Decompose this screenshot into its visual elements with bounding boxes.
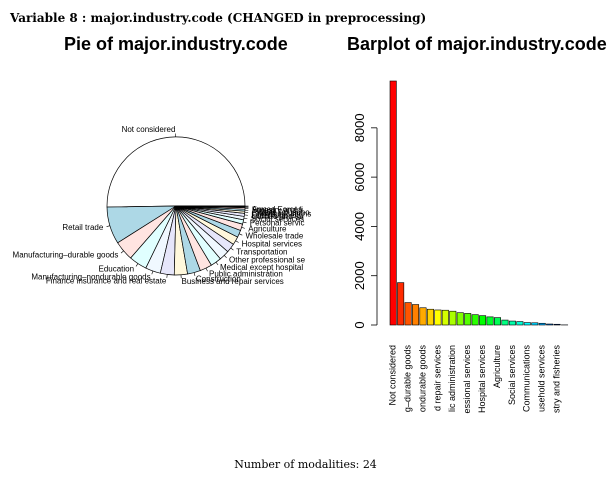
bar-chart: 0 2000 4000 6000 8000 Not considered g–durable… [352,80,569,414]
x-tick-label: essional services [462,345,472,414]
pie-leader-line [120,250,124,254]
x-tick-label: Agriculture [492,345,502,388]
pie-leader-line [241,227,245,229]
y-tick-label: 6000 [352,163,367,192]
bar-finance-insurance-and-real-estate [426,308,434,326]
pie-leader-line [230,247,234,251]
pie-label: Hospital services [242,239,302,248]
y-tick-label: 2000 [352,261,367,290]
x-tick-label: Social services [507,345,517,406]
pie-label: Wholesale trade [246,232,304,241]
pie-label: Private househo [252,208,310,217]
pie-leader-line [106,225,110,227]
pie-label: Construction [196,274,241,283]
pie-slice-not-considered [106,136,246,208]
pie-label: Public administration [209,269,283,278]
bar-private-household-services [538,322,546,326]
pie-chart-title: Pie of major.industry.code [64,34,288,54]
pie-leader-line [135,263,139,267]
x-tick-label: usehold services [537,345,547,413]
y-tick-label: 4000 [352,212,367,241]
bar-business-and-repair-services [434,309,442,326]
modality-count: 24 [362,458,377,471]
bar-entertainment [516,321,524,326]
bar-manufacturing-nondurable-goods [419,307,427,326]
pie-label: Manufacturing–nondurable goods [31,273,150,282]
bar-retail-trade [397,282,405,326]
pie-label: Agriculture [248,225,287,234]
pie-leader-line [223,255,227,259]
bar-agriculture [493,317,501,326]
page-title: Variable 8 : major.industry.code (CHANGE… [10,11,427,25]
bar-construction [441,309,449,326]
bar-medical-except-hospital [456,312,464,326]
y-tick-label: 8000 [352,113,367,142]
pie-label: Social services [251,215,304,224]
pie-chart: Not considered Retail trade Manufacturing–… [13,125,312,286]
x-tick-label: Hospital services [477,345,487,414]
pie-label: Forestry and fi [252,206,303,215]
bar-communications [531,322,539,326]
x-tick-label: d repair services [432,345,442,412]
bar-personal-services [501,319,509,326]
pie-label: Business and repair services [182,277,284,286]
bar-forestry-and-fisheries [553,323,561,326]
pie-label: Retail trade [62,223,103,232]
x-tick-label: g–durable goods [402,345,412,413]
pie-label: Education [99,264,135,273]
bar-not-considered [389,80,397,326]
y-tick-label: 0 [352,321,367,328]
bar-wholesale-trade [486,316,494,326]
pie-label: Entertainment [251,211,302,220]
pie-leader-line [215,262,219,266]
bar-public-administration [449,310,457,326]
bar-mining [546,323,554,326]
x-tick-label: lic administration [447,345,457,412]
pie-leader-line [239,233,243,236]
x-tick-label: Not considered [388,345,398,406]
pie-label: Medical except hospital [220,263,303,272]
pie-leader-line [193,272,196,276]
pie-leader-line [243,221,247,224]
pie-label: Manufacturing–durable goods [13,251,119,260]
bar-utilities-and-sanitary-services [523,322,531,326]
x-tick-label: ondurable goods [417,345,427,413]
bar-social-services [508,320,516,326]
pie-label: Armed Forces [252,205,302,214]
pie-leader-line [235,240,239,243]
footer: Number of modalities: 24 [0,458,611,471]
pie-leader-line [151,270,154,275]
bar-manufacturing-durable-goods [404,302,412,326]
pie-leader-line [243,217,248,220]
pie-label: Personal servic [250,219,305,228]
pie-label: Other professional se [229,255,306,264]
bar-hospital-services [479,315,487,326]
bar-other-professional-services [464,313,472,326]
x-tick-label: stry and fisheries [551,345,561,414]
pie-label: Not considered [122,125,176,134]
pie-label: Utilities and sa [252,212,305,221]
pie-label: Mining [252,206,276,215]
bar-education [412,304,420,326]
pie-label: Communications [252,210,312,219]
pie-label: Transportation [236,247,287,256]
footer-label: Number of modalities: [234,458,360,471]
pie-label: Finance insurance and real estate [46,276,167,285]
bar-transportation [471,314,479,326]
bar-chart-title: Barplot of major.industry.code [347,34,607,54]
x-tick-label: Communications [522,345,532,413]
pie-leader-line [205,268,208,272]
